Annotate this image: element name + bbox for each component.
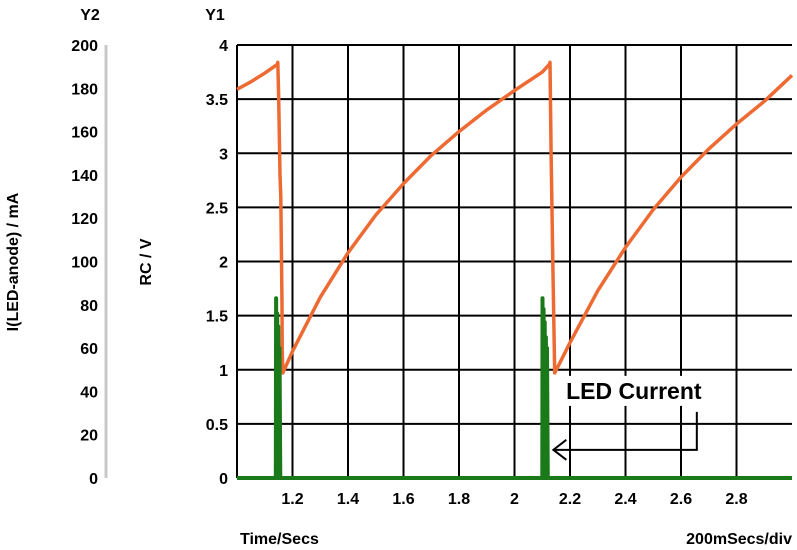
y1-tick-label: 1.5 <box>206 309 228 326</box>
grid <box>236 44 792 479</box>
x-axis-scale-note: 200mSecs/div <box>686 531 792 548</box>
annotation-label-background <box>553 375 714 406</box>
y2-axis-header: Y2 <box>80 7 100 24</box>
y2-tick-label: 180 <box>71 81 98 98</box>
y2-tick-label: 60 <box>80 341 98 358</box>
y2-tick-label: 0 <box>89 471 98 488</box>
y2-tick-label: 20 <box>80 428 98 445</box>
y1-axis-header: Y1 <box>205 7 225 24</box>
x-tick-label: 1.6 <box>392 491 414 508</box>
y1-tick-label: 0 <box>219 471 228 488</box>
y2-tick-label: 140 <box>71 168 98 185</box>
y2-tick-label: 120 <box>71 211 98 228</box>
led-current-series-line <box>237 296 792 480</box>
annotation-arrow-head <box>551 439 567 461</box>
y1-tick-label: 2 <box>219 255 228 272</box>
y2-tick-label: 80 <box>80 298 98 315</box>
annotation-arrow-line <box>553 411 698 451</box>
x-tick-label: 1.4 <box>337 491 359 508</box>
y1-tick-label: 3.5 <box>206 92 228 109</box>
y2-tick-label: 160 <box>71 125 98 142</box>
y1-tick-label: 1 <box>219 363 228 380</box>
series-lines <box>236 60 794 480</box>
y1-tick-label: 2.5 <box>206 200 228 217</box>
x-tick-label: 2.2 <box>559 491 581 508</box>
y1-axis-title: RC / V <box>138 238 155 285</box>
y2-tick-label: 200 <box>71 38 98 55</box>
x-tick-label: 1.8 <box>448 491 470 508</box>
y1-tick-label: 4 <box>219 38 228 55</box>
y2-tick-label: 40 <box>80 384 98 401</box>
x-axis-title: Time/Secs <box>240 531 319 548</box>
y1-tick-label: 0.5 <box>206 417 228 434</box>
annotations: LED Current <box>551 375 714 461</box>
rc-voltage-series-line <box>236 60 794 375</box>
x-tick-label: 2.6 <box>670 491 692 508</box>
tick-labels: 0 0.5 1 1.5 2 2.5 3 3.5 4 1.2 1.4 1.6 1.8 2 2.2 2.4 2.6 2… <box>71 38 747 508</box>
x-tick-label: 2.8 <box>725 491 747 508</box>
y2-tick-label: 100 <box>71 255 98 272</box>
y1-tick-label: 3 <box>219 146 228 163</box>
x-tick-label: 1.2 <box>281 491 303 508</box>
y2-axis-title: I(LED-anode) / mA <box>5 192 22 331</box>
x-tick-label: 2 <box>510 491 519 508</box>
x-tick-label: 2.4 <box>614 491 636 508</box>
annotation-label: LED Current <box>566 378 702 404</box>
